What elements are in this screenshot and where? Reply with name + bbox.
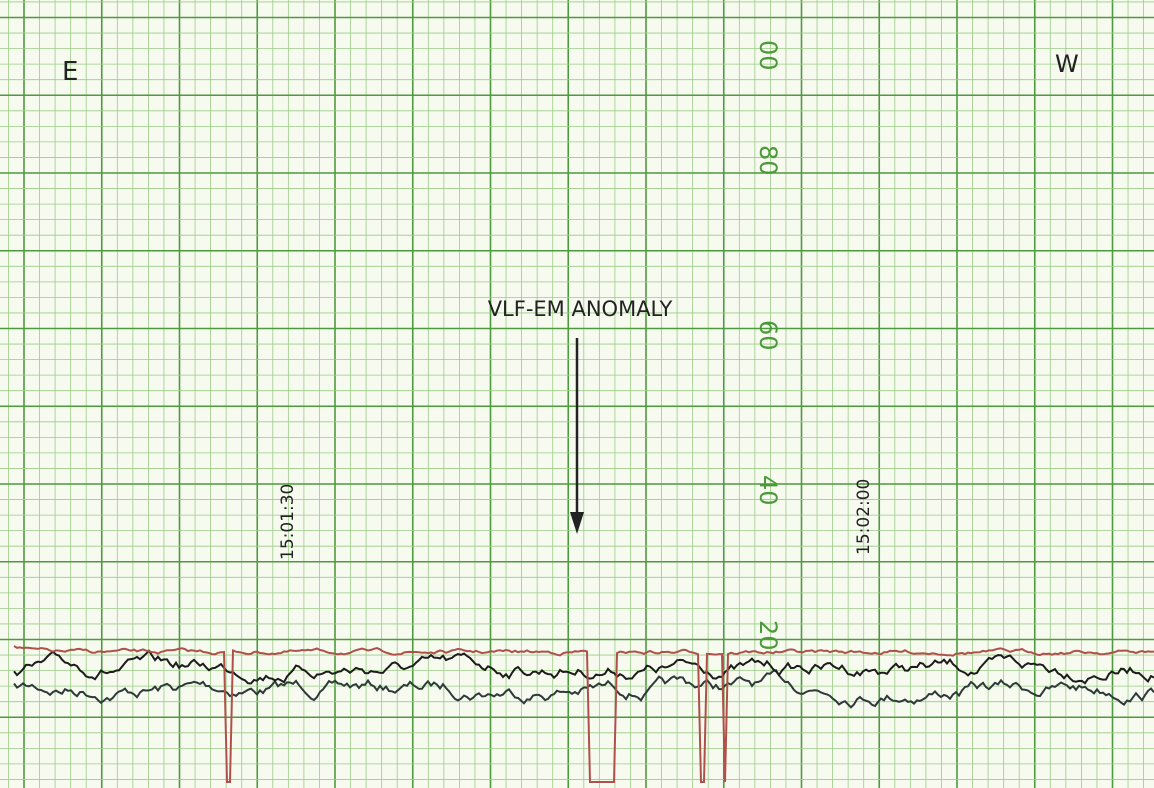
anomaly-label: VLF-EM ANOMALY: [488, 297, 673, 321]
scale-label: 40: [754, 475, 782, 506]
scale-label: 00: [754, 40, 782, 71]
scale-label: 60: [754, 320, 782, 351]
scale-label: 20: [754, 620, 782, 651]
timestamp: 15:01:30: [278, 484, 298, 560]
west-label: W: [1055, 50, 1079, 78]
scale-label: 80: [754, 145, 782, 176]
chart-record: E W VLF-EM ANOMALY 00 80 60 40 20 15:01:…: [0, 0, 1154, 788]
timestamp: 15:02:00: [854, 479, 874, 555]
east-label: E: [62, 57, 78, 87]
